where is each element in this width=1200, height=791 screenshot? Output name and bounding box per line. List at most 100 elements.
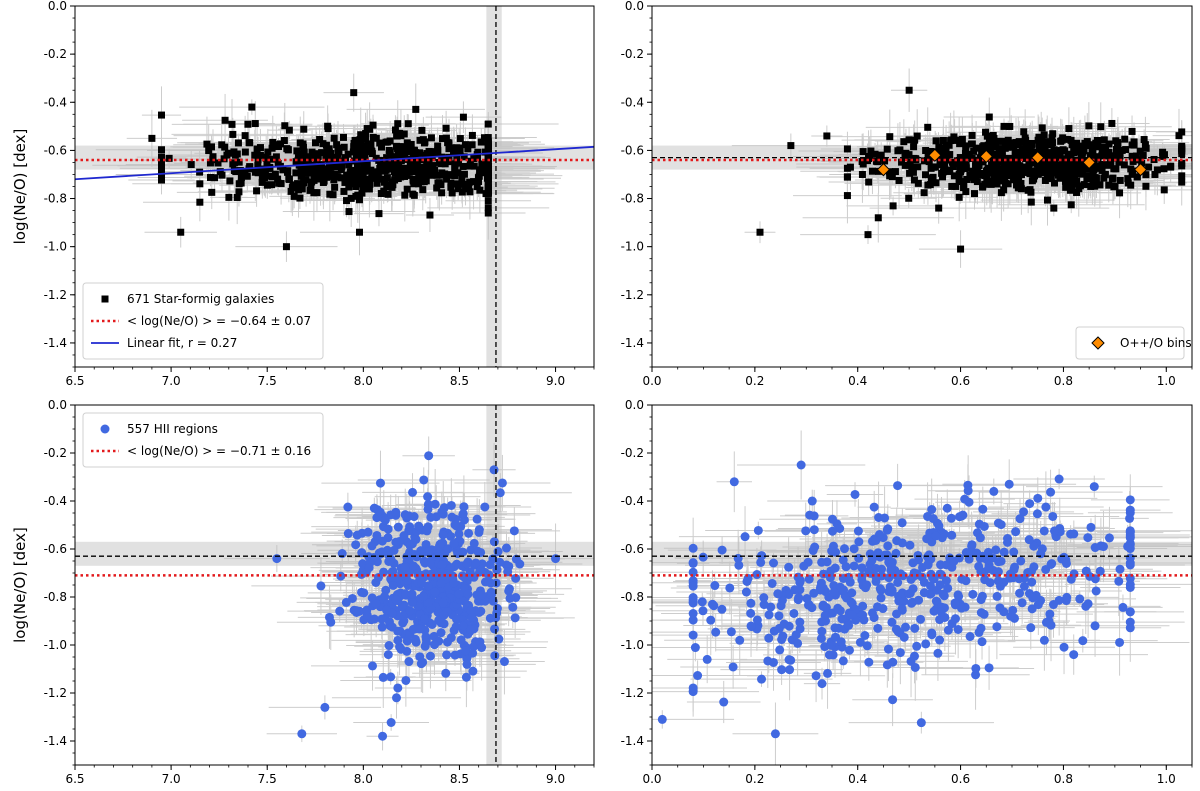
data-point (335, 161, 343, 169)
data-point (945, 166, 953, 174)
data-point (308, 148, 316, 156)
y-tick-label: -0.2 (621, 47, 644, 61)
data-point (1115, 158, 1123, 166)
data-point (955, 193, 963, 201)
data-point (426, 211, 434, 219)
data-point (433, 184, 441, 192)
bin-point (979, 149, 993, 164)
data-point (256, 144, 264, 152)
data-point (891, 168, 899, 176)
y-axis-title: log(Ne/O) [dex] (11, 129, 29, 245)
data-point (871, 150, 879, 158)
data-point (403, 171, 411, 179)
data-point (978, 149, 986, 157)
data-point (421, 138, 429, 146)
data-point (329, 172, 337, 180)
data-point (466, 178, 474, 186)
data-point (277, 140, 285, 148)
data-point (901, 161, 909, 169)
x-tick-label: 7.5 (258, 374, 277, 388)
data-point (1023, 148, 1031, 156)
data-point (484, 188, 492, 196)
data-point (451, 172, 459, 180)
data-point (922, 171, 930, 179)
data-point (327, 150, 335, 158)
data-point (229, 130, 237, 138)
data-point (324, 122, 332, 130)
data-point (960, 181, 968, 189)
data-point (1001, 179, 1009, 187)
data-point (905, 86, 913, 94)
data-point (1084, 174, 1092, 182)
data-point (301, 154, 309, 162)
data-point (956, 178, 964, 186)
data-point (1040, 155, 1048, 163)
data-point (461, 141, 469, 149)
data-point (306, 186, 314, 194)
data-point (337, 166, 345, 174)
data-point (1116, 152, 1124, 160)
data-point (376, 165, 384, 173)
data-point (868, 167, 876, 175)
data-point (1061, 165, 1069, 173)
data-point (1178, 172, 1186, 180)
data-point (925, 158, 933, 166)
data-point (320, 177, 328, 185)
data-point (307, 182, 315, 190)
data-point (484, 144, 492, 152)
data-point (407, 143, 415, 151)
data-point (1079, 170, 1087, 178)
data-point (351, 136, 359, 144)
data-point (1088, 141, 1096, 149)
data-point (948, 158, 956, 166)
data-point (968, 140, 976, 148)
data-point (206, 159, 214, 167)
data-point (481, 148, 489, 156)
data-point (1048, 134, 1056, 142)
data-point (932, 179, 940, 187)
data-point (1127, 165, 1135, 173)
data-point (484, 204, 492, 212)
data-point (1070, 146, 1078, 154)
data-point (428, 154, 436, 162)
data-point (258, 178, 266, 186)
data-point (434, 149, 442, 157)
data-point (939, 145, 947, 153)
data-point (1098, 148, 1106, 156)
data-point (968, 131, 976, 139)
data-point (1041, 176, 1049, 184)
data-point (412, 105, 420, 113)
data-point (1127, 181, 1135, 189)
data-point (1029, 150, 1037, 158)
data-point (368, 150, 376, 158)
data-point (416, 163, 424, 171)
data-point (218, 171, 226, 179)
data-point (274, 175, 282, 183)
data-point (235, 188, 243, 196)
data-point (1004, 143, 1012, 151)
data-point (874, 214, 882, 222)
data-point (248, 103, 256, 111)
data-point (963, 175, 971, 183)
data-point (416, 149, 424, 157)
bin-point (928, 148, 942, 162)
data-point (1038, 162, 1046, 170)
data-point (443, 175, 451, 183)
plot-area (75, 405, 594, 765)
data-point (322, 153, 330, 161)
bin-point (1031, 150, 1045, 165)
data-point (1140, 136, 1148, 144)
data-point (989, 131, 997, 139)
data-point (920, 189, 928, 197)
data-point (214, 159, 222, 167)
data-point (406, 160, 414, 168)
data-point (305, 158, 313, 166)
data-point (347, 194, 355, 202)
data-point (1030, 175, 1038, 183)
data-point (1142, 182, 1150, 190)
data-point (943, 156, 951, 164)
data-point (481, 163, 489, 171)
data-point (346, 175, 354, 183)
data-point (926, 181, 934, 189)
data-point (939, 136, 947, 144)
